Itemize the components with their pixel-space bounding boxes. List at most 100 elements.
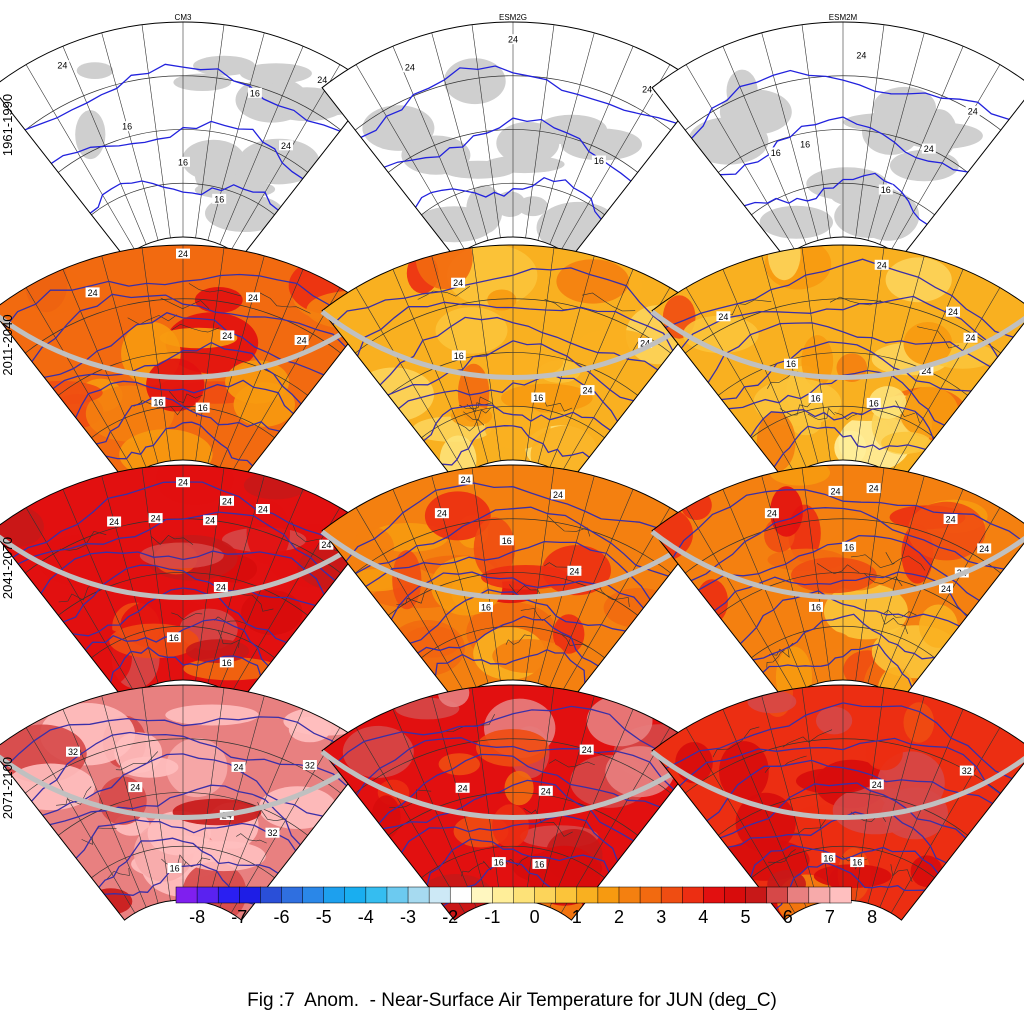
anomaly-patch — [790, 629, 850, 651]
contour-label-box — [640, 83, 655, 94]
contour-label-box — [458, 474, 473, 485]
graticule-meridian — [471, 467, 501, 681]
contour-label: 24 — [767, 509, 777, 519]
map-panel-esm2m-2071-2100: 16 16 24 32 — [650, 684, 1024, 921]
contour-label: 16 — [502, 536, 512, 546]
colorbar-cell — [302, 886, 325, 904]
contour-label: 24 — [281, 141, 291, 151]
contour-label: 24 — [178, 249, 188, 259]
colorbar-tick-label: -1 — [484, 907, 500, 927]
colorbar-cell — [344, 886, 367, 904]
contour-label: 24 — [582, 386, 592, 396]
colorbar-cell — [766, 886, 789, 904]
colorbar-cell — [576, 886, 599, 904]
graticule-meridian — [195, 467, 225, 681]
contour-label: 24 — [569, 566, 579, 576]
contour-label: 24 — [642, 84, 652, 94]
graticule-meridian — [207, 255, 265, 464]
contour-label-box — [638, 338, 653, 348]
contour-label: 16 — [178, 157, 188, 167]
contour-label-box — [166, 632, 181, 643]
coastline — [597, 583, 630, 608]
anomaly-patch — [258, 786, 337, 829]
contour-label-box — [176, 248, 190, 259]
graticule-meridian — [207, 475, 265, 684]
anomaly-patch — [166, 738, 228, 798]
contour-label-box — [319, 539, 334, 550]
graticule-meridian — [537, 695, 595, 904]
isotherm-contour — [332, 267, 682, 341]
graticule-meridian — [761, 695, 819, 904]
anomaly-patch — [603, 587, 675, 628]
contour-label-box — [265, 827, 280, 838]
contour-label: 24 — [317, 75, 327, 85]
contour-label: 24 — [979, 544, 989, 554]
isotherm-contour — [387, 340, 634, 402]
colorbar-tick-label: -7 — [231, 907, 247, 927]
isotherm-contour — [84, 618, 269, 667]
isotherm-contour — [31, 293, 347, 362]
contour-label-box — [128, 782, 143, 793]
isotherm-contour — [775, 861, 925, 910]
anomaly-patch — [484, 406, 551, 450]
colorbar-tick-label: -6 — [273, 907, 289, 927]
contour-label: 24 — [921, 366, 931, 376]
map-background — [0, 22, 374, 258]
isotherm-contour — [691, 69, 1010, 139]
contour-label: 24 — [258, 505, 268, 515]
contour-label: 24 — [178, 478, 188, 488]
coastline — [461, 862, 485, 877]
colorbar-tick-label: -2 — [442, 907, 458, 927]
contour-label: 16 — [594, 156, 604, 166]
anomaly-patch — [194, 287, 243, 313]
graticule-meridian — [392, 46, 477, 245]
colorbar-cell — [239, 886, 261, 904]
contour-label-box — [821, 852, 836, 863]
graticule-meridian — [141, 467, 171, 681]
anomaly-patch — [139, 542, 224, 569]
contour-label-box — [434, 508, 449, 519]
contour-label: 16 — [169, 633, 179, 643]
contour-label-box — [107, 516, 122, 527]
column-header: CM3 — [175, 13, 192, 22]
colorbar-cell — [703, 886, 725, 904]
map-rim — [0, 309, 376, 380]
contour-label: 16 — [800, 140, 810, 150]
graticule-meridian — [685, 727, 796, 914]
contour-label: 24 — [946, 515, 956, 525]
colorbar-cell — [407, 886, 430, 904]
anomaly-patch — [791, 557, 877, 594]
graticule-meridian — [230, 287, 341, 474]
graticule-meridian — [431, 32, 489, 241]
isotherm-contour — [434, 649, 586, 683]
graticule-meridian — [560, 287, 671, 474]
colorbar-cell — [787, 886, 810, 904]
anomaly-patch — [719, 741, 769, 802]
contour-label-box — [219, 657, 234, 668]
anomaly-patch — [881, 431, 931, 454]
land-mask — [759, 205, 833, 239]
isotherm-contour — [744, 172, 928, 225]
anomaly-patch — [450, 405, 493, 427]
isotherm-contour — [426, 838, 610, 886]
coastline — [459, 396, 492, 410]
contour-label: 32 — [68, 747, 78, 757]
map-outline — [321, 464, 705, 701]
contour-label: 16 — [198, 403, 208, 413]
land-mask — [517, 196, 549, 217]
map-rim — [0, 529, 376, 600]
land-mask — [561, 128, 642, 161]
colorbar-tick-label: -8 — [189, 907, 205, 927]
contour-label-box — [943, 514, 958, 524]
colorbar-cell — [217, 886, 240, 904]
contour-label-box — [919, 365, 934, 376]
anomaly-patch — [165, 704, 259, 726]
colorbar-cell — [555, 886, 578, 904]
graticule-meridian — [207, 32, 265, 241]
isotherm-contour — [379, 316, 659, 386]
colorbar-cell — [745, 886, 768, 904]
anomaly-patch — [816, 706, 853, 735]
coastline — [542, 395, 573, 412]
isotherm-contour — [44, 311, 324, 379]
